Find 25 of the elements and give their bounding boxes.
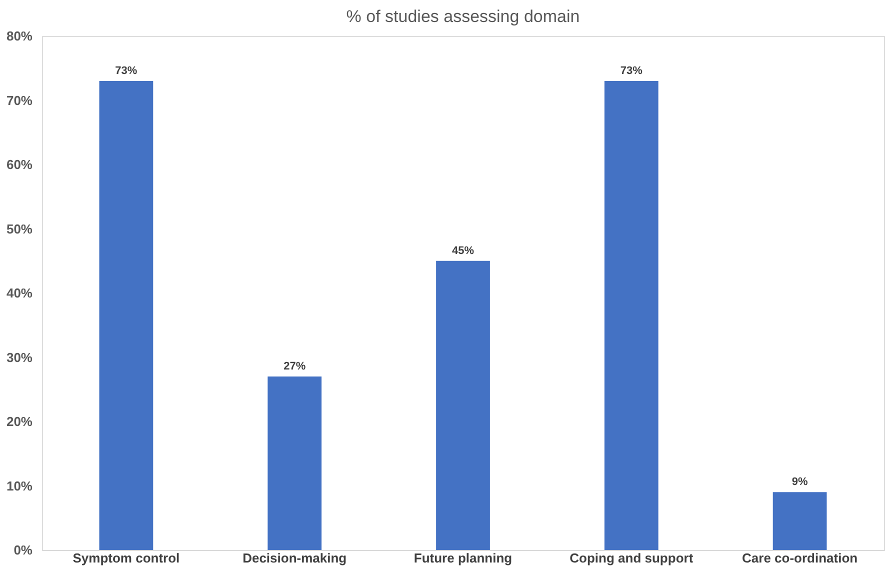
bar: [268, 376, 322, 550]
data-label: 45%: [452, 244, 474, 257]
y-tick-label: 50%: [6, 221, 33, 236]
y-tick-label: 80%: [6, 28, 33, 44]
data-label: 27%: [284, 360, 306, 373]
data-label: 73%: [115, 64, 138, 77]
y-tick-label: 40%: [6, 286, 33, 300]
data-label: 73%: [620, 64, 643, 77]
bar: [604, 80, 658, 550]
x-tick-label: Coping and support: [570, 550, 694, 566]
x-tick-label: Future planning: [414, 550, 512, 566]
y-tick-label: 10%: [6, 478, 33, 494]
bar: [772, 492, 827, 550]
y-tick-label: 60%: [6, 157, 33, 172]
chart-title: % of studies assessing domain: [346, 7, 580, 26]
x-tick-label: Decision-making: [242, 550, 347, 566]
y-tick-label: 30%: [6, 350, 33, 365]
y-tick-label: 20%: [6, 414, 33, 429]
bar: [436, 260, 490, 550]
bar: [99, 80, 154, 550]
y-tick-label: 70%: [6, 92, 33, 108]
x-tick-label: Symptom control: [72, 550, 180, 566]
x-tick-label: Care co-ordination: [742, 550, 858, 566]
y-tick-label: 0%: [14, 542, 33, 558]
data-label: 9%: [792, 476, 808, 488]
